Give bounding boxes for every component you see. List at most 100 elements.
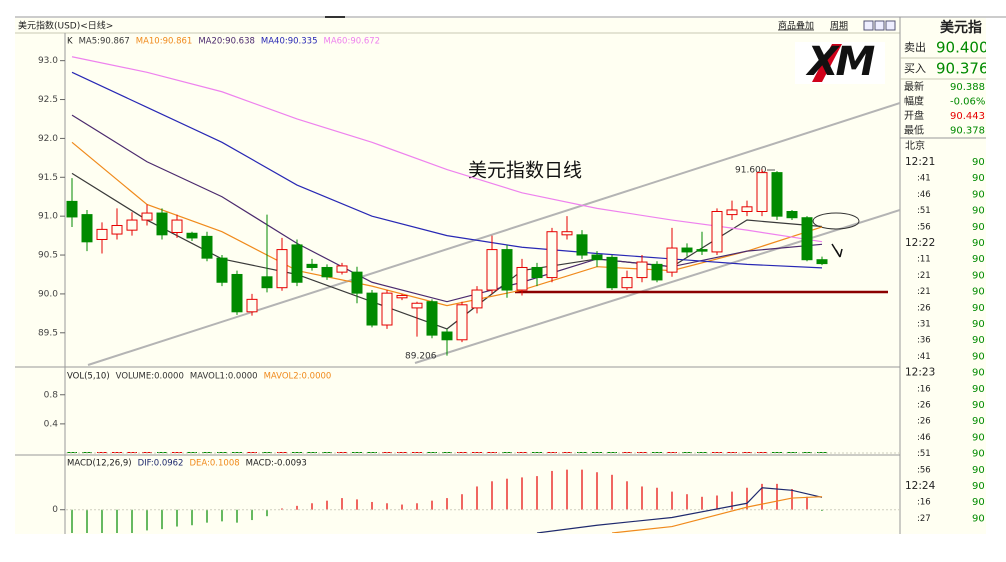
quote-value: -0.06% [950, 97, 985, 108]
candle-body [156, 212, 168, 236]
quote-label: 最新 [904, 80, 924, 93]
tick-price: 90 [972, 335, 985, 346]
y-tick-label: 90.5 [38, 251, 58, 261]
side-background [900, 18, 986, 534]
drawings [87, 102, 900, 366]
candle-body [606, 256, 618, 289]
candle-body [321, 266, 333, 278]
candle-body [186, 232, 198, 239]
candle-body [531, 266, 543, 279]
candle-body [141, 212, 153, 221]
indicator-line [71, 141, 823, 307]
candle-body [456, 304, 468, 341]
candle-body [576, 234, 588, 256]
highlight-ellipse [812, 212, 860, 230]
legend-item: DIF:0.0962 [138, 459, 184, 469]
candle-body [816, 259, 828, 265]
y-tick-label: 0.8 [44, 390, 59, 400]
candle-body [621, 277, 633, 289]
volume-bar [412, 452, 422, 453]
candle-body [696, 249, 708, 252]
volume-bar [232, 452, 242, 453]
tick-time: :31 [917, 320, 931, 330]
candle-body [681, 247, 693, 253]
candle-body [636, 261, 648, 279]
legend-item: MA60:90.672 [323, 37, 380, 47]
tick-price: 90 [972, 254, 985, 265]
tick-time: :16 [917, 498, 931, 508]
arrow [831, 243, 843, 258]
candle-body [411, 302, 423, 309]
tick-time: :21 [917, 271, 931, 281]
panel [66, 56, 828, 356]
quote-label: 卖出 [904, 40, 926, 54]
logo-text: XM [805, 39, 875, 85]
window-button[interactable] [885, 20, 896, 31]
candle-body [471, 289, 483, 309]
tick-price: 90 [972, 222, 985, 233]
tick-price: 90 [972, 238, 985, 249]
candle-body [786, 210, 798, 219]
candle-body [741, 206, 753, 212]
volume-bar [592, 452, 602, 453]
legend-item: MA5:90.867 [79, 37, 130, 47]
tick-price: 90 [972, 173, 985, 184]
quote-panel: 美元指 卖出 90.400 买入 90.376 最新 90.388 幅度 -0.06% 开盘 90… [900, 19, 989, 524]
tick-price: 90 [972, 481, 985, 492]
tick-time: :41 [917, 352, 931, 362]
tick-time: :56 [917, 222, 931, 232]
candle-body [666, 247, 678, 273]
tick-price: 90 [972, 513, 985, 524]
logo: XM [795, 39, 885, 85]
legend-item: VOL(5,10) [67, 372, 110, 382]
tick-time: 12:23 [905, 367, 935, 379]
indicator-line [536, 487, 823, 533]
legend-item: MA20:90.638 [198, 37, 255, 47]
volume-bar [172, 452, 182, 453]
candle-body [756, 172, 768, 212]
indicator-line [611, 496, 823, 533]
tick-time: 12:21 [905, 156, 935, 168]
candle-body [111, 224, 123, 235]
tick-price: 90 [972, 351, 985, 362]
quote-value: 90.376 [936, 60, 989, 78]
legend-item: MA40:90.335 [261, 37, 318, 47]
tick-time: :21 [917, 287, 931, 297]
candle-body [171, 219, 183, 233]
tick-time: :51 [917, 206, 931, 216]
candle-body [516, 266, 528, 291]
candle-body [366, 292, 378, 326]
annotation: 89.206 [405, 352, 437, 362]
indicator-line [71, 71, 823, 269]
candle-body [546, 231, 558, 279]
tick-price: 90 [972, 368, 985, 379]
candle-body [651, 263, 663, 281]
y-tick-label: 92.5 [38, 95, 58, 105]
menu-item[interactable]: 周期 [830, 21, 848, 32]
window-button[interactable] [863, 20, 874, 31]
tick-time: :27 [917, 514, 931, 524]
candle-body [426, 301, 438, 336]
candle-body [246, 298, 258, 313]
window-button[interactable] [874, 20, 885, 31]
tick-price: 90 [972, 319, 985, 330]
quote-value: 90.443 [950, 111, 985, 122]
candle-body [591, 254, 603, 261]
menu-item[interactable]: 商品叠加 [778, 20, 814, 32]
panel [66, 452, 900, 454]
tick-price: 90 [972, 157, 985, 168]
legend-item: MACD(12,26,9) [67, 459, 132, 469]
tick-time: :46 [917, 190, 931, 200]
tick-time: 12:22 [905, 237, 935, 249]
tick-price: 90 [972, 400, 985, 411]
tick-time: :11 [917, 255, 931, 265]
candle-body [711, 210, 723, 253]
quote-label: 开盘 [904, 109, 924, 122]
tick-price: 90 [972, 303, 985, 314]
volume-bar [712, 452, 722, 453]
candle-body [501, 249, 513, 291]
y-tick-label: 92.0 [38, 134, 58, 144]
candle-body [306, 263, 318, 268]
candle-body [771, 172, 783, 217]
